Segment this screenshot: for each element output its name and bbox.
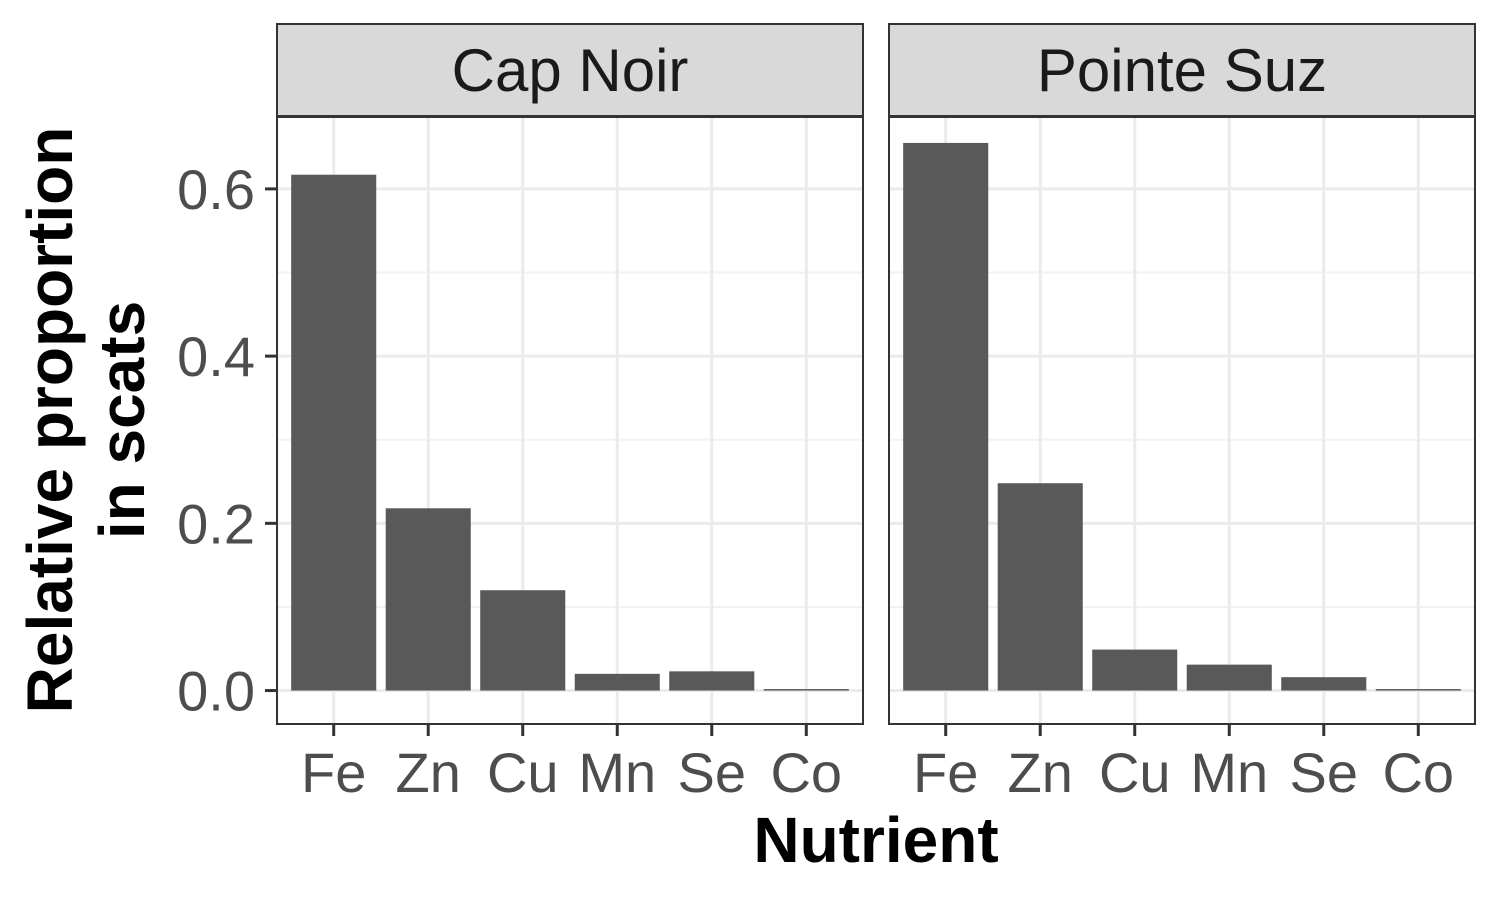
x-tick-label: Zn xyxy=(396,741,461,804)
y-tick-label: 0.4 xyxy=(177,325,255,388)
x-tick-label: Co xyxy=(1382,741,1454,804)
y-tick-label: 0.6 xyxy=(177,158,255,221)
panel-pointe-suz: Pointe Suz Fe Zn Cu Mn Se Co xyxy=(888,23,1476,804)
x-tick-label: Mn xyxy=(1190,741,1268,804)
bar-se xyxy=(1281,677,1367,691)
facet-strip xyxy=(888,23,1476,117)
x-tick-label: Se xyxy=(678,741,747,804)
bar-mn xyxy=(574,673,660,691)
panel-cap-noir: Cap Noir Fe Zn Cu Mn Se Co xyxy=(276,23,864,804)
x-tick-label: Co xyxy=(770,741,842,804)
bar-mn xyxy=(1186,664,1272,691)
y-tick-label: 0.0 xyxy=(177,660,255,723)
facet-label: Cap Noir xyxy=(452,37,689,104)
bar-zn xyxy=(385,508,471,691)
x-tick-label: Cu xyxy=(1099,741,1171,804)
x-tick-label: Fe xyxy=(913,741,978,804)
y-axis-title-line-1: Relative proportion xyxy=(14,127,86,714)
bar-cu xyxy=(1092,649,1178,691)
bar-cu xyxy=(480,590,566,691)
bar-se xyxy=(669,671,755,691)
x-tick-label: Se xyxy=(1290,741,1359,804)
bar-co xyxy=(763,689,849,691)
y-tick-label: 0.2 xyxy=(177,492,255,555)
x-tick-label: Cu xyxy=(487,741,559,804)
facet-label: Pointe Suz xyxy=(1037,37,1327,104)
bar-fe xyxy=(903,142,989,691)
bar-zn xyxy=(997,483,1083,691)
x-tick-label: Fe xyxy=(301,741,366,804)
bar-co xyxy=(1375,689,1461,691)
x-axis-title: Nutrient xyxy=(753,804,998,876)
y-axis: 0.0 0.2 0.4 0.6 xyxy=(177,158,277,723)
x-tick-label: Mn xyxy=(578,741,656,804)
x-tick-label: Zn xyxy=(1008,741,1073,804)
y-axis-title-line-2: in scats xyxy=(86,301,158,539)
panels-layer: Cap Noir Fe Zn Cu Mn Se Co Pointe Suz Fe Zn Cu Mn Se… xyxy=(177,23,1476,804)
bar-fe xyxy=(291,174,377,691)
facet-strip xyxy=(276,23,864,117)
